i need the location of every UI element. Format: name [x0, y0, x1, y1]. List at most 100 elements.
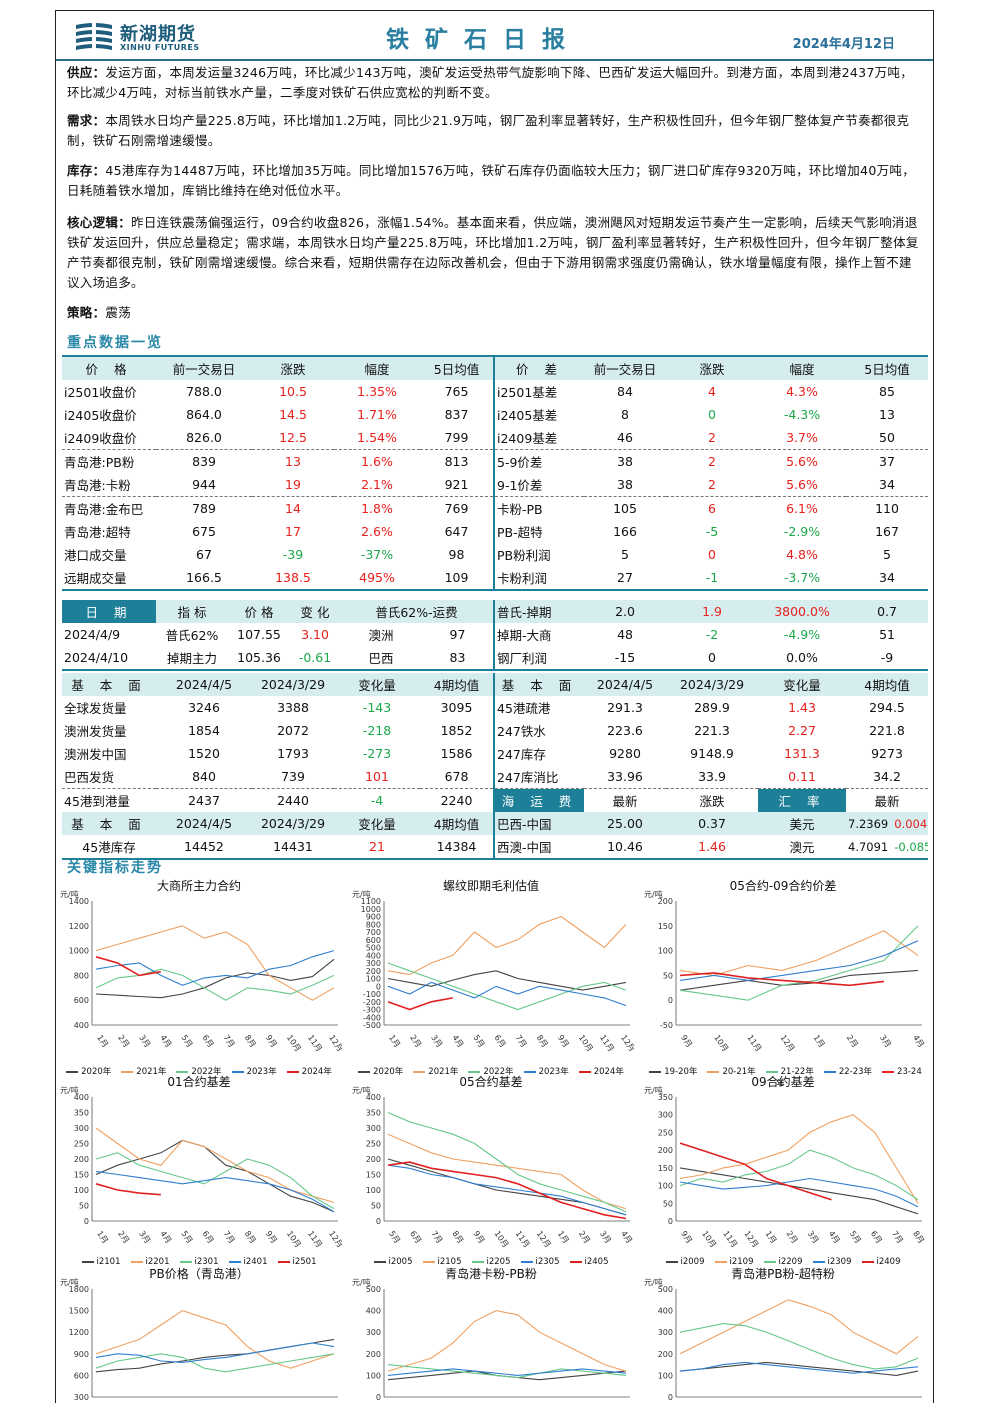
chart-unit: 元/吨 [60, 890, 79, 899]
legend-item: 2021年 [121, 1067, 166, 1077]
legend-label: 2022年 [483, 1067, 514, 1077]
x-tick-label: 4月 [158, 1033, 173, 1049]
trend-chart: 大商所主力合约 元/吨 400 600 800 1000 1200 1400 1月 2月 3月 4月 5… [56, 877, 342, 1077]
table-row: 青岛港:超特 675 17 2.6% 647 PB-超特 166 -5 -2.9% 167 [62, 520, 928, 543]
legend-swatch [665, 1260, 678, 1263]
table-header-cell: 5日均值 [846, 356, 928, 380]
table-header-cell: 2024/3/29 [252, 812, 334, 835]
legend-label: 20-21年 [722, 1067, 756, 1077]
table-row: 2024/4/10 掉期主力 105.36 -0.61 巴西 83 钢厂利润 -15 0 0.0%… [62, 646, 929, 670]
fx-latest: 4.7091 [848, 839, 889, 854]
legend-label: i2309 [827, 1257, 852, 1267]
y-tick-label: 50 [79, 1202, 89, 1211]
table-cell: 5-9价差 [493, 449, 584, 473]
y-tick-label: 0 [376, 1393, 381, 1401]
table-cell: i2409收盘价 [64, 431, 137, 446]
legend-item: 2024年 [286, 1067, 332, 1077]
table-row: 2024/4/9 普氏62% 107.55 3.10 澳洲 97 掉期-大商 48 -2 -4.9… [62, 623, 928, 646]
legend-swatch [823, 1070, 836, 1073]
x-tick-label: 4月 [827, 1229, 842, 1245]
legend-item: i2305 [520, 1257, 560, 1267]
table-cell: 1.43 [788, 700, 816, 715]
table-header-cell: 4期均值 [420, 673, 494, 696]
table-cell: 839 [192, 454, 216, 469]
legend-label: 22-23年 [838, 1067, 873, 1077]
table-cell: 10.5 [279, 384, 307, 399]
y-tick-label: 200 [658, 897, 673, 906]
table-cell: 131.3 [784, 746, 820, 761]
table-cell: 247铁水 [493, 719, 584, 742]
x-tick-label: 10月 [493, 1229, 511, 1249]
table-cell: 739 [281, 769, 305, 784]
series-line [679, 1167, 919, 1215]
table-cell: 27 [617, 570, 633, 585]
legend-swatch [578, 1070, 591, 1073]
table-cell: 97 [449, 627, 466, 642]
legend-swatch [714, 1260, 727, 1263]
fx-change: 0.0043 [894, 816, 928, 831]
series-line [387, 1161, 627, 1220]
legend-item: 2024年 [578, 1067, 624, 1077]
table-row: 青岛港:金布巴 789 14 1.8% 769 卡粉-PB 105 6 6.1% 110 [62, 496, 928, 520]
table-cell: -15 [614, 650, 636, 665]
y-tick-label: 150 [366, 1171, 381, 1180]
table-row: i2405收盘价 864.0 14.5 1.71% 837 i2405基差 8 0 -4.3% 1… [62, 403, 928, 426]
legend-label: 2023年 [538, 1067, 569, 1077]
table-cell: 221.8 [869, 723, 905, 738]
legend-swatch [882, 1070, 895, 1073]
table-cell: 289.9 [694, 700, 730, 715]
table-cell: 67 [196, 547, 212, 562]
chart-title: 05合约基差 [459, 1075, 523, 1089]
table-cell: 0.37 [666, 812, 758, 835]
x-tick-label: 2月 [845, 1033, 860, 1049]
table-cell: i2409基差 [493, 426, 584, 450]
table-header-cell: 指 标 [177, 605, 207, 620]
series-line [679, 1114, 919, 1204]
x-tick-label: 1月 [812, 1033, 827, 1049]
legend-item: i2501 [277, 1257, 317, 1267]
table-cell: 1.35% [357, 384, 397, 399]
table-cell: 17 [285, 524, 301, 539]
y-tick-label: 0 [84, 1217, 89, 1226]
x-tick-label: 10月 [285, 1033, 303, 1053]
legend-swatch [413, 1070, 426, 1073]
chart-plot: 0 100 200 300 400 500 [658, 1285, 922, 1401]
table-cell: 1793 [277, 746, 309, 761]
table-cell: i2501基差 [493, 380, 584, 403]
y-tick-label: 400 [74, 1093, 89, 1102]
y-tick-label: -100 [363, 990, 381, 999]
series-line [95, 1170, 335, 1213]
chart-title: 青岛港卡粉-PB粉 [445, 1267, 537, 1281]
x-tick-label: 10月 [712, 1033, 730, 1053]
legend-item: i2009 [665, 1257, 705, 1267]
legend-item: i2109 [714, 1257, 754, 1267]
legend-item: 2021年 [413, 1067, 458, 1077]
table-cell: 4.7091 -0.0854 [846, 835, 928, 859]
chart-plot: 300 600 900 1200 1500 1800 [69, 1285, 338, 1401]
table-cell: -4.9% [783, 627, 821, 642]
table-cell: 101 [365, 769, 389, 784]
table-cell: 34.2 [873, 769, 901, 784]
x-tick-label: 8月 [450, 1229, 465, 1245]
table-header-cell: 4期均值 [846, 673, 928, 696]
table-cell: 5.6% [786, 477, 818, 492]
y-tick-label: 300 [658, 1328, 673, 1337]
table-cell: 0.11 [788, 769, 816, 784]
table-cell: 34 [879, 570, 895, 585]
legend-label: i2109 [729, 1257, 754, 1267]
table-cell: 2.27 [788, 723, 816, 738]
x-tick-label: 7月 [429, 1229, 444, 1245]
x-tick-label: 2月 [116, 1229, 131, 1245]
table-cell: 钢厂利润 [493, 646, 585, 670]
supply-paragraph: 供应：发运方面，本周发运量3246万吨，环比减少143万吨，澳矿发运受热带气旋影… [67, 63, 922, 103]
x-tick-label: 9月 [679, 1229, 694, 1245]
y-tick-label: 350 [366, 1109, 381, 1118]
table-cell: 14384 [436, 839, 477, 854]
y-tick-label: 600 [366, 936, 381, 945]
series-line [95, 1183, 161, 1196]
legend-label: i2209 [778, 1257, 803, 1267]
table-cell: 5.6% [786, 454, 818, 469]
x-tick-label: 7月 [222, 1229, 237, 1245]
table-header-cell: 4期均值 [420, 812, 494, 835]
legend-swatch [286, 1070, 299, 1073]
